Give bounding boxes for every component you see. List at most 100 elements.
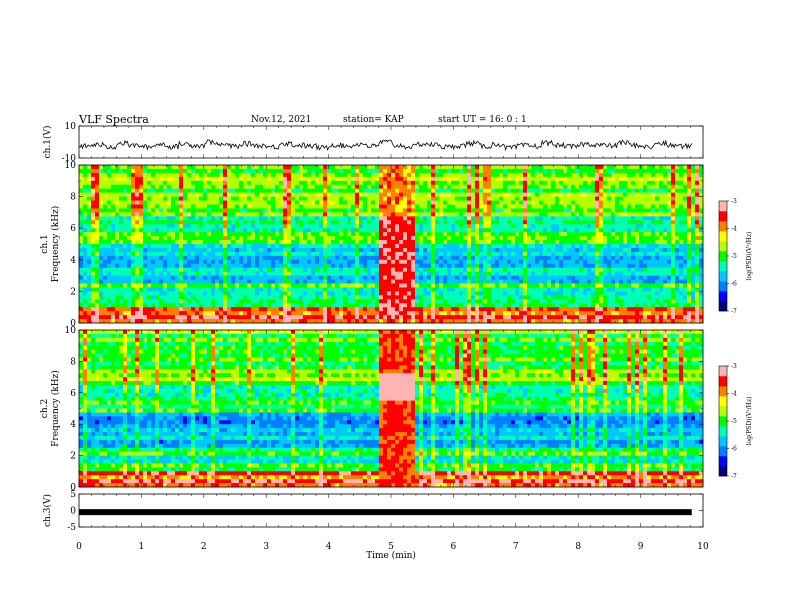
spectrogram-cell (147, 244, 152, 249)
spectrogram-cell (567, 307, 572, 312)
spectrogram-cell (399, 279, 404, 284)
spectrogram-cell (227, 188, 232, 194)
spectrogram-cell (139, 180, 144, 186)
spectrogram-cell (483, 184, 488, 190)
spectrogram-cell (87, 315, 92, 320)
spectrogram-cell (559, 204, 564, 209)
spectrogram-cell (523, 165, 528, 170)
spectrogram-cell (219, 259, 224, 265)
spectrogram-cell (271, 295, 276, 300)
spectrogram-cell (387, 259, 392, 265)
spectrogram-cell (139, 244, 144, 249)
spectrogram-cell (391, 271, 396, 276)
spectrogram-cell (523, 204, 528, 209)
spectrogram-cell (207, 196, 212, 201)
spectrogram-cell (515, 232, 520, 237)
spectrogram-cell (135, 200, 140, 205)
spectrogram-cell (515, 204, 520, 209)
spectrogram-cell (459, 295, 464, 300)
spectrogram-cell (475, 315, 480, 320)
spectrogram-cell (391, 311, 396, 316)
spectrogram-cell (183, 247, 188, 253)
spectrogram-cell (163, 319, 168, 324)
spectrogram-cell (271, 279, 276, 284)
spectrogram-cell (179, 259, 184, 265)
spectrogram-cell (331, 291, 336, 296)
spectrogram-cell (247, 232, 252, 237)
spectrogram-cell (99, 172, 104, 178)
spectrogram-cell (427, 275, 432, 280)
spectrogram-cell (507, 212, 512, 217)
spectrogram-cell (539, 192, 544, 197)
spectrogram-cell (307, 295, 312, 300)
spectrogram-cell (451, 196, 456, 201)
spectrogram-cell (371, 279, 376, 284)
spectrogram-cell (131, 303, 136, 308)
spectrogram-cell (419, 192, 424, 197)
spectrogram-cell (175, 259, 180, 265)
spectrogram-cell (271, 196, 276, 201)
spectrogram-cell (519, 315, 524, 320)
spectrogram-cell (159, 315, 164, 320)
spectrogram-cell (503, 220, 508, 225)
spectrogram-cell (375, 299, 380, 304)
spectrogram-cell (471, 208, 476, 213)
spectrogram-cell (115, 259, 120, 265)
spectrogram-cell (459, 275, 464, 280)
spectrogram-cell (235, 279, 240, 284)
spectrogram-cell (123, 180, 128, 186)
spectrogram-cell (235, 180, 240, 186)
spectrogram-cell (207, 307, 212, 312)
spectrogram-cell (399, 244, 404, 249)
spectrogram-cell (99, 275, 104, 280)
spectrogram-cell (279, 247, 284, 253)
spectrogram-cell (123, 192, 128, 197)
spectrogram-cell (327, 267, 332, 273)
spectrogram-cell (447, 184, 452, 190)
spectrogram-cell (335, 307, 340, 312)
spectrogram-cell (271, 220, 276, 225)
spectrogram-cell (207, 192, 212, 197)
spectrogram-cell (419, 287, 424, 292)
spectrogram-cell (247, 236, 252, 241)
spectrogram-cell (287, 295, 292, 300)
spectrogram-cell (191, 184, 196, 190)
spectrogram-cell (179, 271, 184, 276)
spectrogram-cell (95, 267, 100, 273)
spectrogram-cell (483, 255, 488, 261)
spectrogram-cell (171, 287, 176, 292)
spectrogram-cell (435, 172, 440, 178)
spectrogram-cell (147, 216, 152, 221)
spectrogram-cell (95, 172, 100, 178)
spectrogram-cell (231, 271, 236, 276)
spectrogram-cell (487, 295, 492, 300)
spectrogram-cell (491, 240, 496, 245)
spectrogram-cell (307, 212, 312, 217)
spectrogram-cell (471, 184, 476, 190)
spectrogram-cell (363, 232, 368, 237)
spectrogram-cell (503, 236, 508, 241)
spectrogram-cell (191, 236, 196, 241)
spectrogram-cell (295, 283, 300, 288)
spectrogram-cell (211, 180, 216, 186)
spectrogram-cell (551, 255, 556, 261)
spectrogram-cell (119, 165, 124, 170)
spectrogram-cell (483, 168, 488, 174)
spectrogram-cell (403, 311, 408, 316)
spectrogram-cell (479, 236, 484, 241)
spectrogram-cell (543, 259, 548, 265)
spectrogram-cell (523, 315, 528, 320)
spectrogram-cell (79, 236, 84, 241)
spectrogram-cell (391, 200, 396, 205)
spectrogram-cell (551, 275, 556, 280)
spectrogram-cell (119, 236, 124, 241)
spectrogram-cell (175, 240, 180, 245)
spectrogram-cell (403, 259, 408, 265)
spectrogram-cell (435, 176, 440, 182)
spectrogram-cell (327, 251, 332, 257)
spectrogram-cell (287, 291, 292, 296)
spectrogram-cell (431, 275, 436, 280)
spectrogram-cell (535, 208, 540, 213)
spectrogram-cell (563, 287, 568, 292)
spectrogram-cell (403, 299, 408, 304)
